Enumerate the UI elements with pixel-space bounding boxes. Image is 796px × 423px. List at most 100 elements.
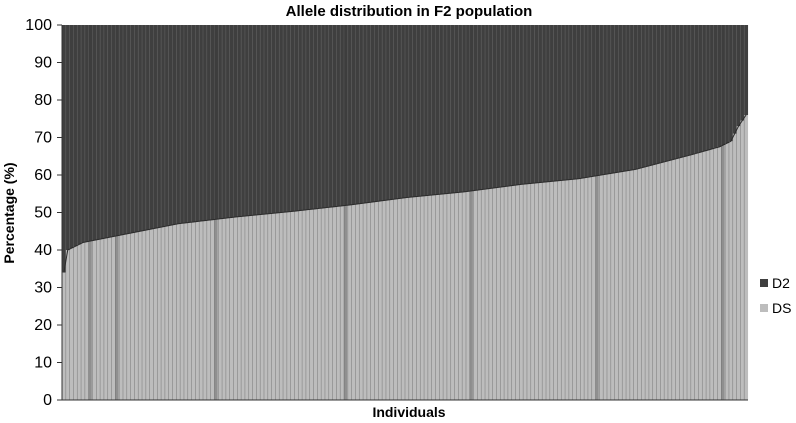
bar-ds xyxy=(176,223,181,400)
bar-ds xyxy=(736,126,741,400)
bar-ds xyxy=(344,205,348,400)
bar-ds xyxy=(130,232,135,400)
bar-d2 xyxy=(130,25,135,233)
bar-ds xyxy=(698,152,703,400)
bar-ds xyxy=(355,204,360,400)
bar-ds xyxy=(218,218,223,400)
bar-d2 xyxy=(100,25,104,239)
bar-ds xyxy=(252,215,257,401)
bar-ds xyxy=(515,184,520,401)
bar-d2 xyxy=(359,25,364,204)
bar-ds xyxy=(336,206,341,400)
bar-ds xyxy=(664,161,669,401)
bar-ds xyxy=(267,213,272,400)
bar-d2 xyxy=(298,25,303,211)
bar-ds xyxy=(279,212,284,400)
bar-ds xyxy=(507,185,512,400)
bar-ds xyxy=(206,220,211,400)
bar-d2 xyxy=(401,25,406,198)
bar-d2 xyxy=(664,25,669,162)
bar-ds xyxy=(119,235,124,400)
bar-ds xyxy=(576,178,581,400)
bar-d2 xyxy=(187,25,192,223)
bar-d2 xyxy=(283,25,287,213)
bar-d2 xyxy=(176,25,181,224)
bar-ds xyxy=(542,182,547,400)
bar-d2 xyxy=(412,25,417,197)
bar-d2 xyxy=(469,25,474,191)
bar-d2 xyxy=(530,25,535,184)
bar-ds xyxy=(88,241,93,400)
bar-d2 xyxy=(450,25,455,193)
bar-d2 xyxy=(145,25,150,230)
bar-ds xyxy=(111,236,116,400)
bar-ds xyxy=(81,242,85,400)
y-tick-label: 90 xyxy=(34,55,52,72)
bar-ds xyxy=(210,219,215,400)
plot-area xyxy=(61,25,749,401)
bar-d2 xyxy=(546,25,550,182)
bar-d2 xyxy=(507,25,512,186)
bar-ds xyxy=(660,162,665,400)
bar-ds xyxy=(690,154,695,401)
bar-ds xyxy=(161,226,165,400)
bar-d2 xyxy=(81,25,85,243)
bar-band xyxy=(88,25,92,400)
bar-d2 xyxy=(485,25,489,189)
bar-ds xyxy=(321,207,326,400)
bar-d2 xyxy=(637,25,642,169)
bar-ds xyxy=(191,221,196,400)
bar-ds xyxy=(530,183,535,400)
bar-d2 xyxy=(263,25,268,214)
bar-ds xyxy=(256,214,261,400)
bar-d2 xyxy=(62,25,66,273)
bar-d2 xyxy=(641,25,646,168)
bar-ds xyxy=(187,222,192,400)
bar-d2 xyxy=(294,25,299,211)
bar-d2 xyxy=(191,25,196,222)
bar-band xyxy=(469,25,473,400)
bar-d2 xyxy=(138,25,143,232)
bar-d2 xyxy=(107,25,112,238)
bar-ds xyxy=(374,201,379,400)
bar-ds xyxy=(233,217,238,400)
bar-ds xyxy=(603,174,608,401)
bar-ds xyxy=(546,181,550,400)
bar-d2 xyxy=(241,25,245,217)
bar-d2 xyxy=(149,25,154,229)
bar-d2 xyxy=(324,25,329,208)
bar-d2 xyxy=(572,25,577,180)
bar-ds xyxy=(648,165,653,401)
bar-ds xyxy=(725,143,729,401)
bar-d2 xyxy=(439,25,444,195)
bar-d2 xyxy=(180,25,184,224)
bar-ds xyxy=(721,145,726,400)
bar-ds xyxy=(702,151,707,400)
bar-d2 xyxy=(275,25,280,213)
bar-d2 xyxy=(496,25,501,188)
bar-d2 xyxy=(88,25,93,241)
bar-ds xyxy=(687,155,691,401)
bar-d2 xyxy=(667,25,672,161)
bar-ds xyxy=(263,214,268,400)
bar-d2 xyxy=(416,25,421,197)
bar-d2 xyxy=(725,25,729,144)
bar-d2 xyxy=(378,25,383,201)
bar-ds xyxy=(328,207,333,401)
y-tick-label: 70 xyxy=(34,130,52,147)
bar-ds xyxy=(591,176,596,400)
bar-d2 xyxy=(161,25,165,227)
bar-d2 xyxy=(351,25,356,205)
bar-ds xyxy=(595,175,600,400)
bar-d2 xyxy=(591,25,596,177)
bar-d2 xyxy=(473,25,478,191)
bar-d2 xyxy=(321,25,326,208)
bar-d2 xyxy=(698,25,703,153)
bar-d2 xyxy=(122,25,127,235)
bar-ds xyxy=(332,206,337,400)
bar-ds xyxy=(526,183,531,400)
bar-d2 xyxy=(206,25,211,221)
bar-ds xyxy=(424,195,428,400)
bar-ds xyxy=(610,173,615,401)
bar-d2 xyxy=(267,25,272,214)
